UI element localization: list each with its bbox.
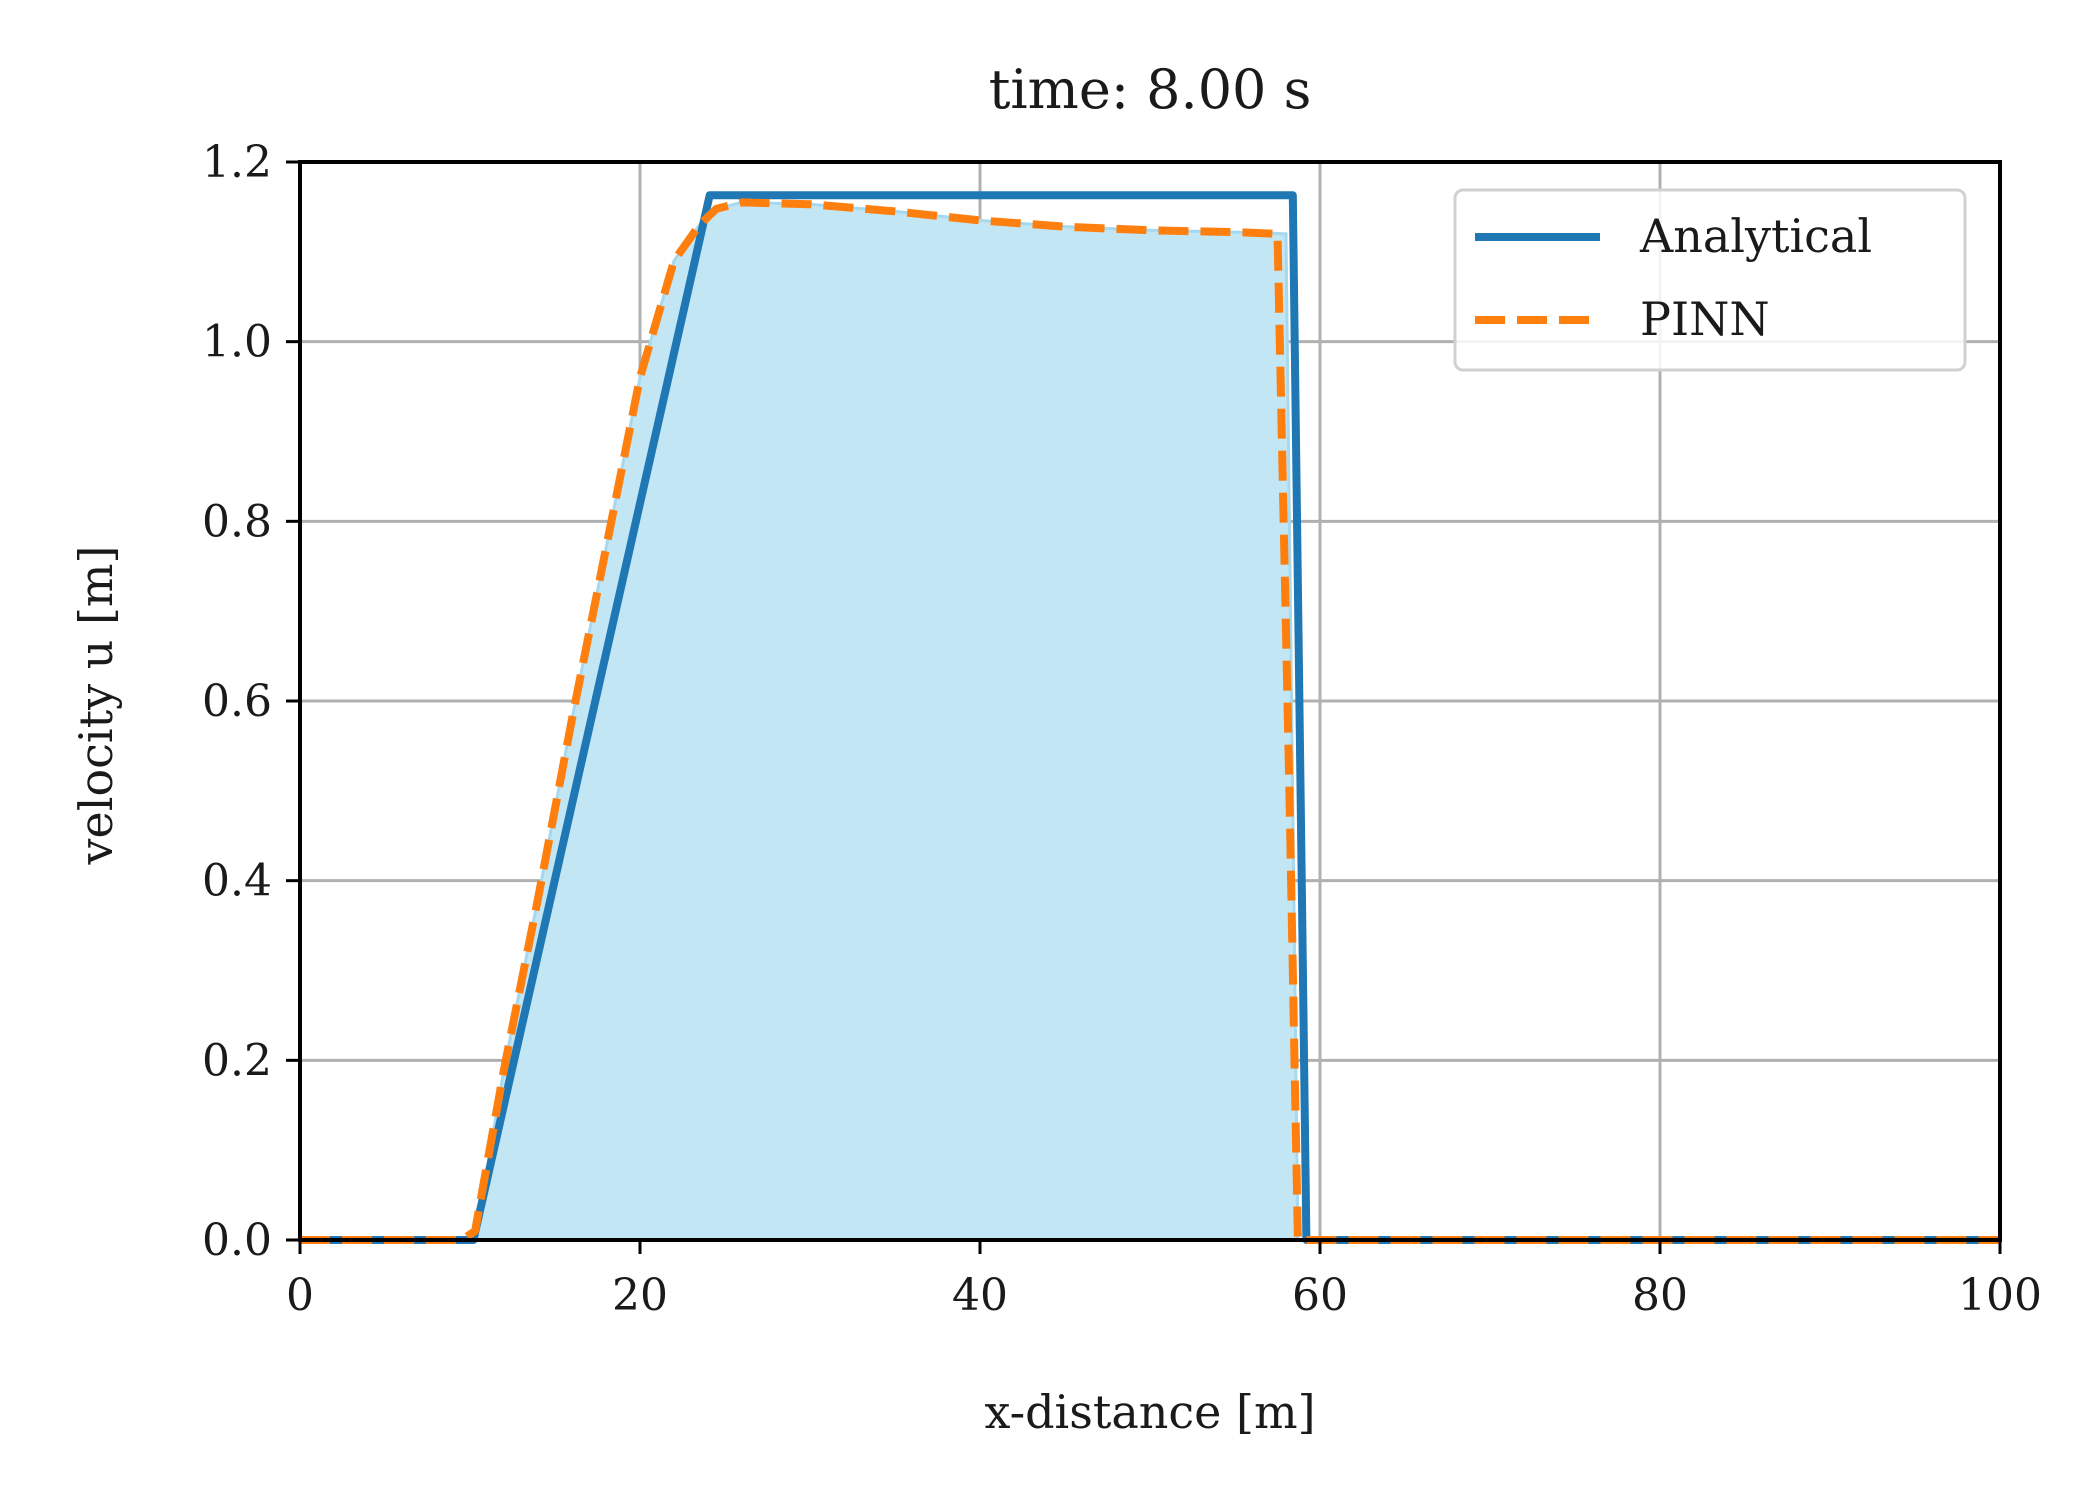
y-tick-label: 0.8 [202, 496, 272, 547]
x-tick-label: 80 [1632, 1270, 1688, 1321]
legend-label-analytical: Analytical [1639, 209, 1872, 263]
series-line-pinn [300, 198, 2000, 1244]
y-tick-label: 1.2 [202, 137, 272, 188]
y-tick-label: 1.0 [202, 317, 272, 368]
x-tick-label: 100 [1958, 1270, 2042, 1321]
y-tick-label: 0.0 [202, 1215, 272, 1266]
y-tick-label: 0.6 [202, 676, 272, 727]
x-tick-label: 0 [286, 1270, 314, 1321]
x-tick-label: 60 [1292, 1270, 1348, 1321]
y-tick-label: 0.2 [202, 1035, 272, 1086]
x-tick-label: 40 [952, 1270, 1008, 1321]
x-tick-label: 20 [612, 1270, 668, 1321]
legend-label-pinn: PINN [1640, 292, 1770, 346]
y-tick-label: 0.4 [202, 856, 272, 907]
chart-title: time: 8.00 s [989, 58, 1312, 121]
x-axis-label: x-distance [m] [984, 1385, 1315, 1439]
legend: Analytical PINN [1453, 188, 1967, 372]
y-axis-label: velocity u [m] [69, 546, 123, 866]
tick-layer: 0 20 40 60 80 100 0.0 0.2 0.4 0.6 0.8 1.0 1.2 [202, 137, 2042, 1321]
